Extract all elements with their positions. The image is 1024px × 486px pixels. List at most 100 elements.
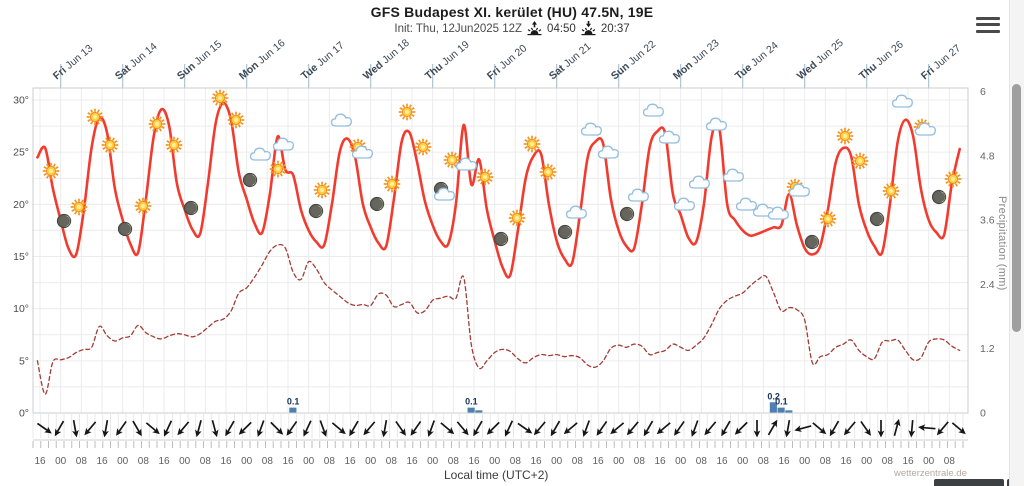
wind-arrow-icon [812,422,827,435]
wind-barbs [36,418,966,438]
precip-bar [777,407,785,413]
sun-icon [819,210,837,228]
moon-icon [117,221,133,237]
time-tick-label: 08 [882,456,894,467]
wind-arrow-icon [843,421,856,436]
precip-bar-label: 0.2 [767,391,780,401]
moon-icon [183,200,199,216]
menu-icon[interactable] [976,17,1000,34]
time-tick-label: 08 [510,456,522,467]
time-tick-label: 08 [572,456,584,467]
wind-arrow-icon [582,420,591,437]
wind-arrow-icon [908,419,916,438]
weather-icons [42,89,962,250]
time-tick-label: 16 [778,456,790,467]
wind-arrow-icon [596,420,608,436]
sun-icon [269,160,287,178]
time-tick-label: 08 [634,456,646,467]
moon-icon [804,234,820,250]
cloud-icon [642,103,664,117]
wind-arrow-icon [195,420,202,438]
precip-bar-label: 0.1 [775,397,788,407]
wind-arrow-icon [238,421,252,435]
time-tick-label: 00 [241,456,253,467]
time-tick-label: 16 [840,456,852,467]
time-tick-label: 16 [158,456,170,467]
wind-arrow-icon [395,420,406,436]
cloud-icon [627,188,649,202]
sun-icon [165,136,183,154]
time-tick-label: 16 [654,456,666,467]
time-tick-label: 08 [696,456,708,467]
wind-arrow-icon [145,422,160,435]
sun-icon [851,152,869,170]
wind-arrow-icon [563,422,578,435]
cloud-icon [272,137,294,151]
sun-icon [944,170,962,188]
temp-tick-label: 0° [19,408,29,420]
sun-icon [148,115,166,133]
moon-icon [931,189,947,205]
cloud-icon [722,168,744,182]
scrollbar-track[interactable] [1009,0,1024,486]
time-tick-label: 00 [799,456,811,467]
time-tick-label: 16 [716,456,728,467]
wind-arrow-icon [36,422,52,434]
wind-arrow-icon [363,421,376,436]
sun-icon [508,209,526,227]
cloud-icon [788,183,810,197]
sun-icon [414,138,432,156]
moon-icon [369,196,385,212]
scrollbar-thumb[interactable] [1012,84,1021,332]
cloud-icon [455,157,477,171]
cloud-icon [891,94,913,108]
precip-bars: 0.1 0.10.20.1 [287,391,793,413]
cloud-icon [658,130,680,144]
sun-icon [476,168,494,186]
time-tick-label: 16 [344,456,356,467]
time-tick-label: 16 [902,456,914,467]
wind-arrow-icon [704,421,717,436]
time-tick-label: 00 [303,456,315,467]
wind-arrow-icon [936,421,949,436]
moon-icon [619,206,635,222]
time-axis-title: Local time (UTC+2) [444,468,549,482]
time-tick-label: 16 [530,456,542,467]
day-label: Thu Jun 19 [423,38,472,82]
dew-point-2m-curve [36,243,961,395]
time-tick-label: 00 [489,456,501,467]
time-tick-label: 08 [200,456,212,467]
time-tick-label: 16 [468,456,480,467]
wind-arrow-icon [303,420,312,437]
time-tick-label: 08 [758,456,770,467]
sun-icon [101,136,119,154]
sun-icon [42,162,60,180]
wind-arrow-icon [893,418,901,436]
time-tick-label: 08 [820,456,832,467]
sun-icon [211,89,229,107]
wind-arrow-icon [794,425,812,432]
axis-labels: 0° 5° 10° 15° 20° 25° 30° 0 1.2 2.4 3.6 4.8 6 16 00 08 1… [13,86,995,467]
time-tick-label: 16 [96,456,108,467]
temp-tick-label: 30° [13,95,29,107]
time-tick-label: 00 [427,456,439,467]
time-tick-label: 00 [551,456,563,467]
wind-arrow-icon [116,420,127,436]
wind-arrow-icon [132,420,142,437]
time-tick-label: 16 [34,456,46,467]
wind-arrow-icon [951,422,966,435]
bottom-right-button-1[interactable] [934,479,1004,486]
wind-arrow-icon [102,419,109,438]
wind-arrow-icon [440,422,455,435]
wind-arrow-icon [767,419,778,436]
wind-arrow-icon [381,419,388,438]
time-tick-label: 08 [386,456,398,467]
moon-icon [557,224,573,240]
wind-arrow-icon [225,420,235,437]
sun-icon [70,198,88,216]
day-label: Wed Jun 25 [795,37,846,83]
cloud-icon [673,197,695,211]
wind-arrow-icon [860,420,871,436]
wind-arrow-icon [54,420,65,437]
